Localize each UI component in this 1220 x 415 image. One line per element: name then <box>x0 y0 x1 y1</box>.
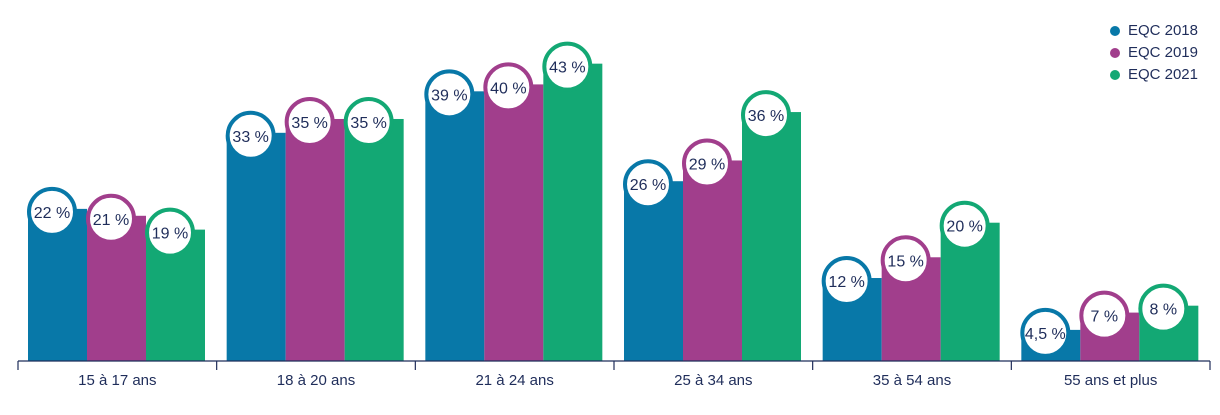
legend-label-eqc-2018: EQC 2018 <box>1127 22 1198 39</box>
value-badge-0-0 <box>27 186 77 237</box>
bar-2-1 <box>484 84 544 361</box>
value-badge-0-1 <box>86 193 136 244</box>
value-badge-4-0 <box>821 256 872 307</box>
bars-layer <box>28 63 1199 361</box>
value-badge-4-2 <box>939 200 990 251</box>
legend-swatch-eqc-2018 <box>1109 26 1120 36</box>
value-label-2-1: 40 % <box>490 80 526 97</box>
legend-swatch-eqc-2021 <box>1109 70 1120 80</box>
value-badge-3-0 <box>623 159 673 210</box>
value-badge-3-2 <box>741 90 791 141</box>
category-label-1: 18 à 20 ans <box>277 372 355 389</box>
value-badge-2-2 <box>542 41 593 92</box>
value-badge-1-1 <box>284 96 335 147</box>
legend-label-eqc-2019: EQC 2019 <box>1127 44 1198 61</box>
legend-label-eqc-2021: EQC 2021 <box>1127 66 1198 83</box>
value-badge-5-1 <box>1079 290 1130 341</box>
value-label-3-2: 36 % <box>748 108 784 125</box>
value-badge-4-1 <box>880 235 931 286</box>
value-badge-3-1 <box>682 138 732 189</box>
legend-item-eqc-2019: EQC 2019 <box>1109 44 1198 62</box>
value-label-4-1: 15 % <box>887 253 923 270</box>
value-label-5-2: 8 % <box>1150 302 1178 319</box>
value-label-2-0: 39 % <box>431 87 467 104</box>
value-label-3-1: 29 % <box>689 156 725 173</box>
value-badge-5-2 <box>1138 283 1189 334</box>
bar-1-2 <box>344 118 404 361</box>
axis-layer: 15 à 17 ans 18 à 20 ans 21 à 24 ans 25 à 34… <box>17 360 1211 389</box>
value-badge-0-2 <box>145 207 195 258</box>
value-badge-1-0 <box>225 110 276 161</box>
bar-1-0 <box>226 132 286 361</box>
value-label-1-2: 35 % <box>350 115 386 132</box>
category-label-5: 55 ans et plus <box>1064 372 1157 389</box>
value-badge-1-2 <box>343 96 394 147</box>
value-badge-5-0 <box>1020 307 1071 358</box>
value-label-0-0: 22 % <box>34 205 70 222</box>
legend-item-eqc-2021: EQC 2021 <box>1109 66 1198 84</box>
value-label-3-0: 26 % <box>630 177 666 194</box>
bar-3-1 <box>683 160 742 361</box>
legend-swatch-eqc-2019 <box>1109 48 1120 58</box>
category-label-0: 15 à 17 ans <box>78 372 156 389</box>
value-label-4-2: 20 % <box>946 219 982 236</box>
legend: EQC 2018 EQC 2019 EQC 2021 <box>1109 22 1198 84</box>
category-label-2: 21 à 24 ans <box>475 372 553 389</box>
legend-item-eqc-2018: EQC 2018 <box>1109 22 1198 40</box>
value-label-5-1: 7 % <box>1091 309 1119 326</box>
value-label-0-2: 19 % <box>152 226 188 243</box>
bar-2-0 <box>425 91 485 361</box>
value-label-0-1: 21 % <box>93 212 129 229</box>
value-badge-2-1 <box>483 62 534 113</box>
value-label-1-0: 33 % <box>232 129 268 146</box>
bar-3-2 <box>742 112 801 361</box>
bar-1-1 <box>285 118 345 361</box>
value-label-2-2: 43 % <box>549 60 585 77</box>
category-label-4: 35 à 54 ans <box>873 372 951 389</box>
bar-2-2 <box>543 63 603 361</box>
value-label-1-1: 35 % <box>291 115 327 132</box>
value-badge-2-0 <box>424 69 475 120</box>
bar-3-0 <box>624 181 683 361</box>
badges-layer: 22 % 21 % 19 % 33 % 35 % 35 % 39 % 40 % 43 % 26 %… <box>27 41 1189 358</box>
value-label-5-0: 4,5 % <box>1025 326 1066 343</box>
value-label-4-0: 12 % <box>828 274 864 291</box>
category-label-3: 25 à 34 ans <box>674 372 752 389</box>
